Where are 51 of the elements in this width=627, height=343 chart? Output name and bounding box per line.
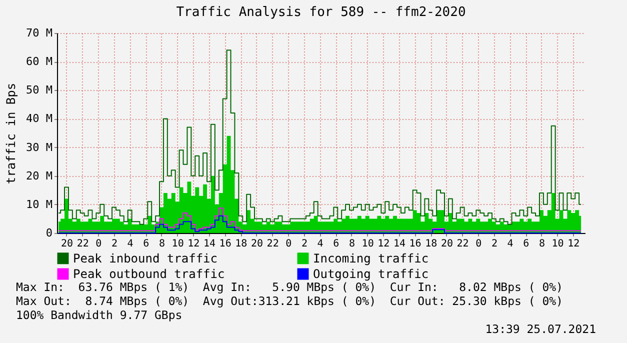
x-tick-label: 8: [538, 238, 545, 250]
x-tick-label: 16: [219, 238, 232, 250]
x-tick-label: 0: [286, 238, 292, 250]
text: Max In: 63.76 MBps ( 1%) Avg In: 5.90 MBps ( 0%) Cur In: 8.02 MBps ( 0%): [16, 280, 564, 294]
x-tick-label: 10: [552, 238, 564, 250]
legend-label: Peak inbound traffic: [73, 251, 218, 266]
chart-title: Traffic Analysis for 589 -- ffm2-2020: [176, 5, 466, 20]
x-tick-label: 4: [317, 238, 324, 250]
y-tick-label: 0: [46, 226, 52, 240]
x-tick-label: 18: [425, 238, 438, 250]
y-tick-label: 40 M: [26, 112, 53, 126]
y-tick-label: 50 M: [26, 84, 53, 97]
y-tick-label: 30 M: [26, 140, 53, 154]
y-tick-label: 60 M: [26, 55, 53, 68]
legend-label: Incoming traffic: [313, 251, 429, 266]
x-tick-label: 10: [362, 238, 374, 250]
y-tick-label: 10 M: [26, 198, 53, 211]
x-tick-label: 20: [440, 238, 453, 250]
x-tick-label: 6: [143, 238, 150, 250]
y-tick-label: 20 M: [26, 169, 53, 182]
legend-label: Outgoing traffic: [313, 267, 429, 281]
x-tick-label: 22: [266, 238, 279, 250]
x-tick-label: 12: [378, 238, 390, 250]
x-tick-label: 6: [333, 238, 340, 250]
y-axis-title: traffic in Bps: [4, 82, 18, 184]
x-tick-label: 4: [127, 238, 134, 250]
x-tick-label: 2: [491, 238, 498, 250]
x-tick-label: 6: [523, 238, 530, 250]
x-tick-label: 2: [111, 238, 118, 250]
x-tick-label: 12: [188, 238, 200, 250]
y-tick-label: 70 M: [26, 26, 53, 40]
x-tick-label: 8: [348, 238, 355, 250]
x-tick-label: 18: [235, 238, 248, 250]
x-tick-label: 20: [250, 238, 264, 250]
x-tick-label: 22: [76, 238, 89, 250]
x-tick-label: 20: [60, 238, 74, 250]
x-tick-label: 14: [393, 238, 406, 250]
x-tick-label: 14: [203, 238, 216, 250]
x-tick-label: 0: [96, 238, 102, 250]
x-tick-label: 12: [568, 238, 580, 250]
x-tick-label: 16: [409, 238, 422, 250]
text: 13:39 25.07.2021: [484, 322, 596, 336]
text: Max Out: 8.74 MBps ( 0%) Avg Out:313.21 kBps ( 0%) Cur Out: 25.30 kBps ( 0%): [16, 294, 564, 308]
x-tick-label: 22: [456, 238, 469, 250]
x-tick-label: 8: [158, 238, 166, 250]
x-tick-label: 0: [476, 238, 482, 250]
text: 100% Bandwidth 9.77 GBps: [16, 308, 184, 322]
x-tick-label: 2: [301, 238, 308, 250]
x-tick-label: 4: [507, 238, 514, 250]
legend-label: Peak outbound traffic: [73, 267, 225, 281]
x-tick-label: 10: [172, 238, 184, 250]
